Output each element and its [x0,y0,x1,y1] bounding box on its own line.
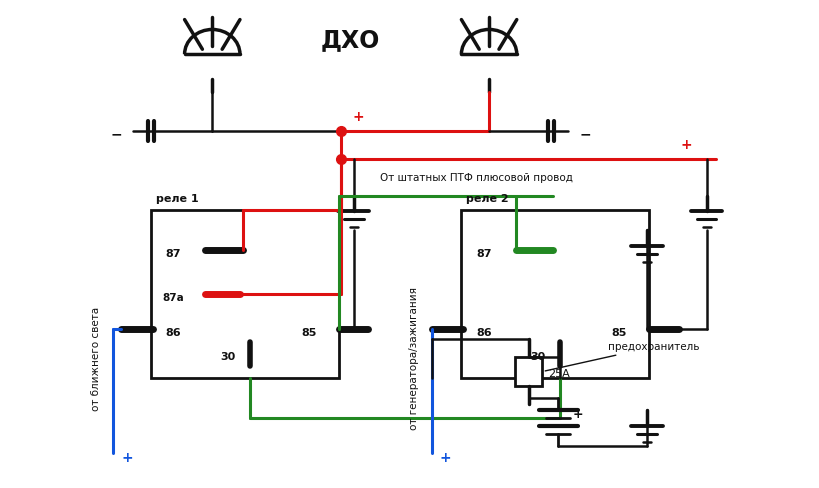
Text: 30: 30 [220,352,235,362]
FancyBboxPatch shape [461,210,649,379]
FancyBboxPatch shape [514,357,542,386]
Text: 86: 86 [476,328,491,338]
Text: реле 1: реле 1 [156,194,198,204]
Text: −: − [578,127,590,141]
Text: 86: 86 [165,328,181,338]
Text: +: + [352,110,364,124]
Text: 25А: 25А [548,368,569,379]
Text: +: + [572,407,582,421]
Text: −: − [111,127,122,141]
Text: +: + [680,138,692,152]
Text: +: + [439,450,450,465]
Text: 85: 85 [611,328,627,338]
Text: от генератора/зажигания: от генератора/зажигания [409,287,419,430]
FancyBboxPatch shape [151,210,338,379]
Text: предохранитель: предохранитель [545,342,699,371]
Text: +: + [121,450,133,465]
Text: 30: 30 [530,352,545,362]
Text: ДХО: ДХО [320,28,380,52]
Text: От штатных ПТФ плюсовой провод: От штатных ПТФ плюсовой провод [380,173,572,183]
Text: 87: 87 [476,249,491,259]
Text: 87: 87 [165,249,181,259]
Text: от ближнего света: от ближнего света [91,306,101,411]
Text: 87a: 87a [163,293,184,304]
Text: 85: 85 [301,328,316,338]
Text: реле 2: реле 2 [466,194,509,204]
